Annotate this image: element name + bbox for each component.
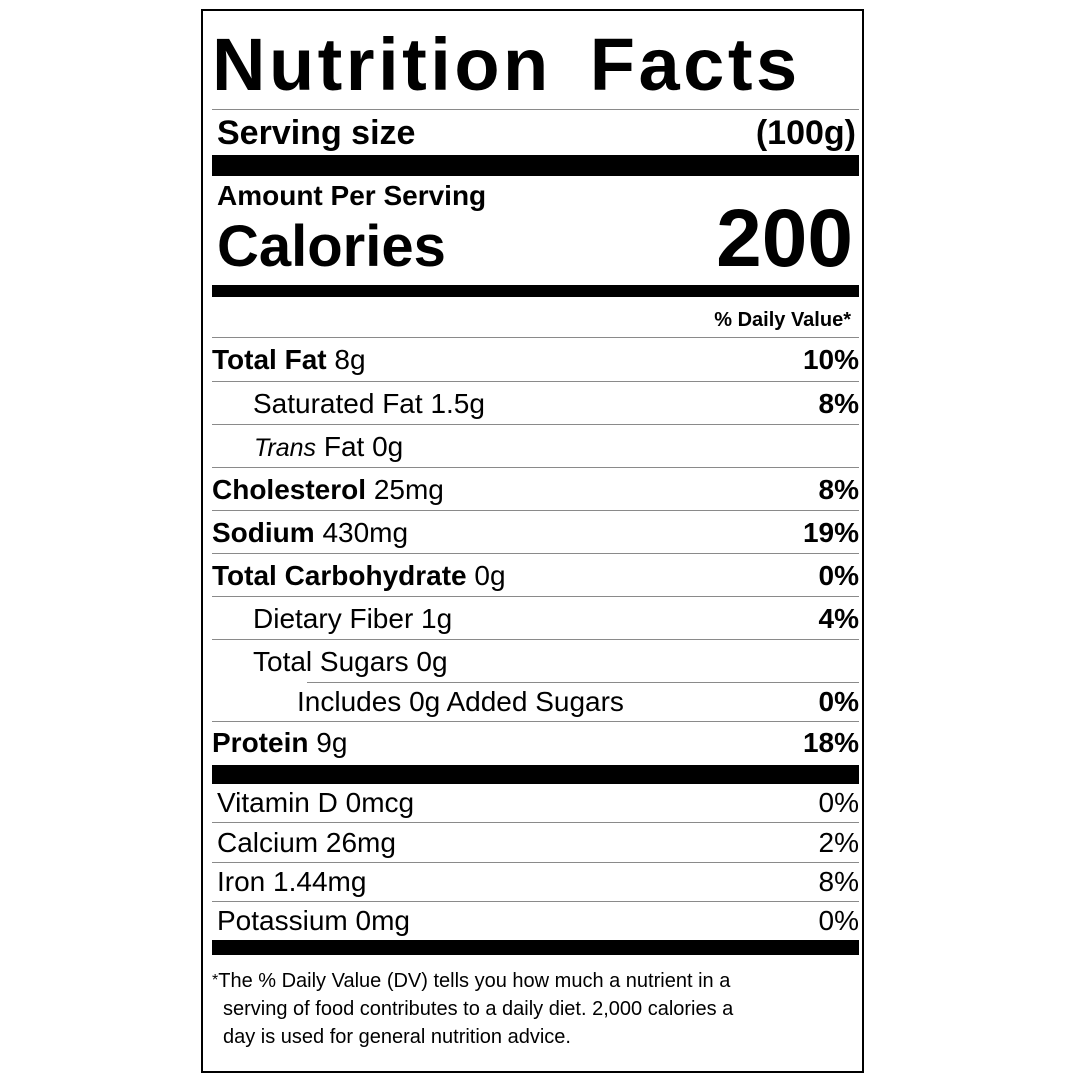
indented-divider [307, 682, 859, 683]
divider [212, 467, 859, 468]
thick-divider [212, 155, 859, 176]
nutrient-amount: 0g [372, 430, 404, 462]
nutrient-row-protein: Protein 9g 18% [212, 722, 859, 764]
calories-value: 200 [716, 193, 853, 284]
nutrient-name: Protein [212, 727, 309, 758]
vitamin-dv: 8% [818, 866, 859, 897]
nutrient-dv: 0% [818, 559, 859, 591]
divider [212, 639, 859, 640]
nutrient-row-dietary-fiber: Dietary Fiber 1g 4% [212, 597, 859, 640]
footnote-star: * [212, 972, 219, 989]
nutrient-amount: 25mg [373, 473, 444, 505]
divider [212, 822, 859, 823]
footnote-line: day is used for general nutrition advice… [223, 1026, 571, 1048]
nutrient-dv: 4% [818, 602, 859, 634]
divider [212, 596, 859, 597]
vitamin-row-iron: Iron 1.44mg 8% [212, 863, 859, 901]
vitamin-dv: 2% [818, 826, 859, 858]
nutrient-name-italic: Trans [254, 433, 317, 462]
vitamin-label: Calcium 26mg [217, 826, 396, 858]
nutrient-row-sodium: Sodium 430mg 19% [212, 511, 859, 554]
vitamin-row-vitamin-d: Vitamin D 0mcg 0% [212, 784, 859, 822]
divider [212, 381, 859, 382]
thick-divider [212, 940, 859, 955]
nutrient-name: Saturated Fat [253, 387, 423, 419]
nutrient-dv: 8% [818, 387, 859, 419]
divider [212, 109, 859, 110]
nutrient-amount: 1g [421, 602, 453, 634]
vitamin-row-potassium: Potassium 0mg 0% [212, 902, 859, 939]
nutrient-name: Total Fat [212, 343, 327, 375]
nutrient-amount: 0g [474, 559, 506, 591]
divider [212, 553, 859, 554]
calories-label: Calories [217, 214, 446, 279]
nutrient-name: Total Carbohydrate [212, 559, 467, 591]
nutrient-dv: 8% [818, 473, 859, 505]
nutrient-row-cholesterol: Cholesterol 25mg 8% [212, 468, 859, 511]
divider [212, 901, 859, 902]
nutrient-dv: 10% [802, 343, 859, 375]
nutrient-name: Cholesterol [212, 473, 367, 505]
divider [212, 862, 859, 863]
nutrient-amount: 430mg [322, 516, 409, 548]
vitamin-dv: 0% [818, 787, 859, 818]
vitamin-label: Potassium 0mg [217, 904, 410, 936]
divider [212, 424, 859, 425]
nutrient-amount: 0g [416, 645, 448, 677]
nutrient-row-added-sugars: Includes 0g Added Sugars 0% [212, 683, 859, 721]
nutrient-amount: 9g [316, 727, 348, 758]
divider [212, 337, 859, 338]
nutrient-name: Fat [323, 430, 365, 462]
nutrient-name: Dietary Fiber [253, 602, 414, 634]
vitamin-row-calcium: Calcium 26mg 2% [212, 823, 859, 862]
daily-value-header: % Daily Value* [714, 309, 851, 331]
nutrient-dv: 0% [818, 686, 859, 717]
footnote-line: serving of food contributes to a daily d… [223, 998, 734, 1020]
nutrient-amount: 1.5g [430, 387, 485, 419]
serving-size-value: (100g) [755, 113, 856, 152]
nutrient-amount: 8g [334, 343, 366, 375]
nutrient-dv: 18% [802, 727, 859, 758]
thick-divider [212, 765, 859, 784]
medium-divider [212, 285, 859, 297]
nutrient-row-total-carbohydrate: Total Carbohydrate 0g 0% [212, 554, 859, 597]
nutrient-name: Total Sugars [253, 645, 409, 677]
footnote-line: The % Daily Value (DV) tells you how muc… [218, 970, 731, 992]
nutrient-row-total-fat: Total Fat 8g 10% [212, 338, 859, 381]
footnote: *The % Daily Value (DV) tells you how mu… [212, 967, 856, 1051]
nutrition-facts-label: Nutrition Facts Serving size (100g) Amou… [201, 9, 864, 1073]
nutrient-name: Sodium [212, 516, 315, 548]
vitamin-dv: 0% [818, 904, 859, 936]
nutrient-dv: 19% [802, 516, 859, 548]
divider [212, 510, 859, 511]
vitamin-label: Vitamin D 0mcg [217, 787, 415, 818]
amount-per-serving: Amount Per Serving [217, 180, 487, 211]
serving-size-row: Serving size (100g) [212, 113, 859, 153]
vitamin-label: Iron 1.44mg [217, 866, 367, 897]
label-title: Nutrition Facts [212, 23, 801, 106]
nutrient-name: Includes 0g Added Sugars [297, 686, 624, 717]
serving-size-label: Serving size [217, 113, 416, 152]
divider [212, 721, 859, 722]
nutrient-row-saturated-fat: Saturated Fat 1.5g 8% [212, 382, 859, 425]
nutrient-row-total-sugars: Total Sugars 0g [212, 640, 859, 683]
calories-row: Calories 200 [212, 198, 859, 280]
nutrient-row-trans-fat: Trans Fat 0g [212, 425, 859, 468]
